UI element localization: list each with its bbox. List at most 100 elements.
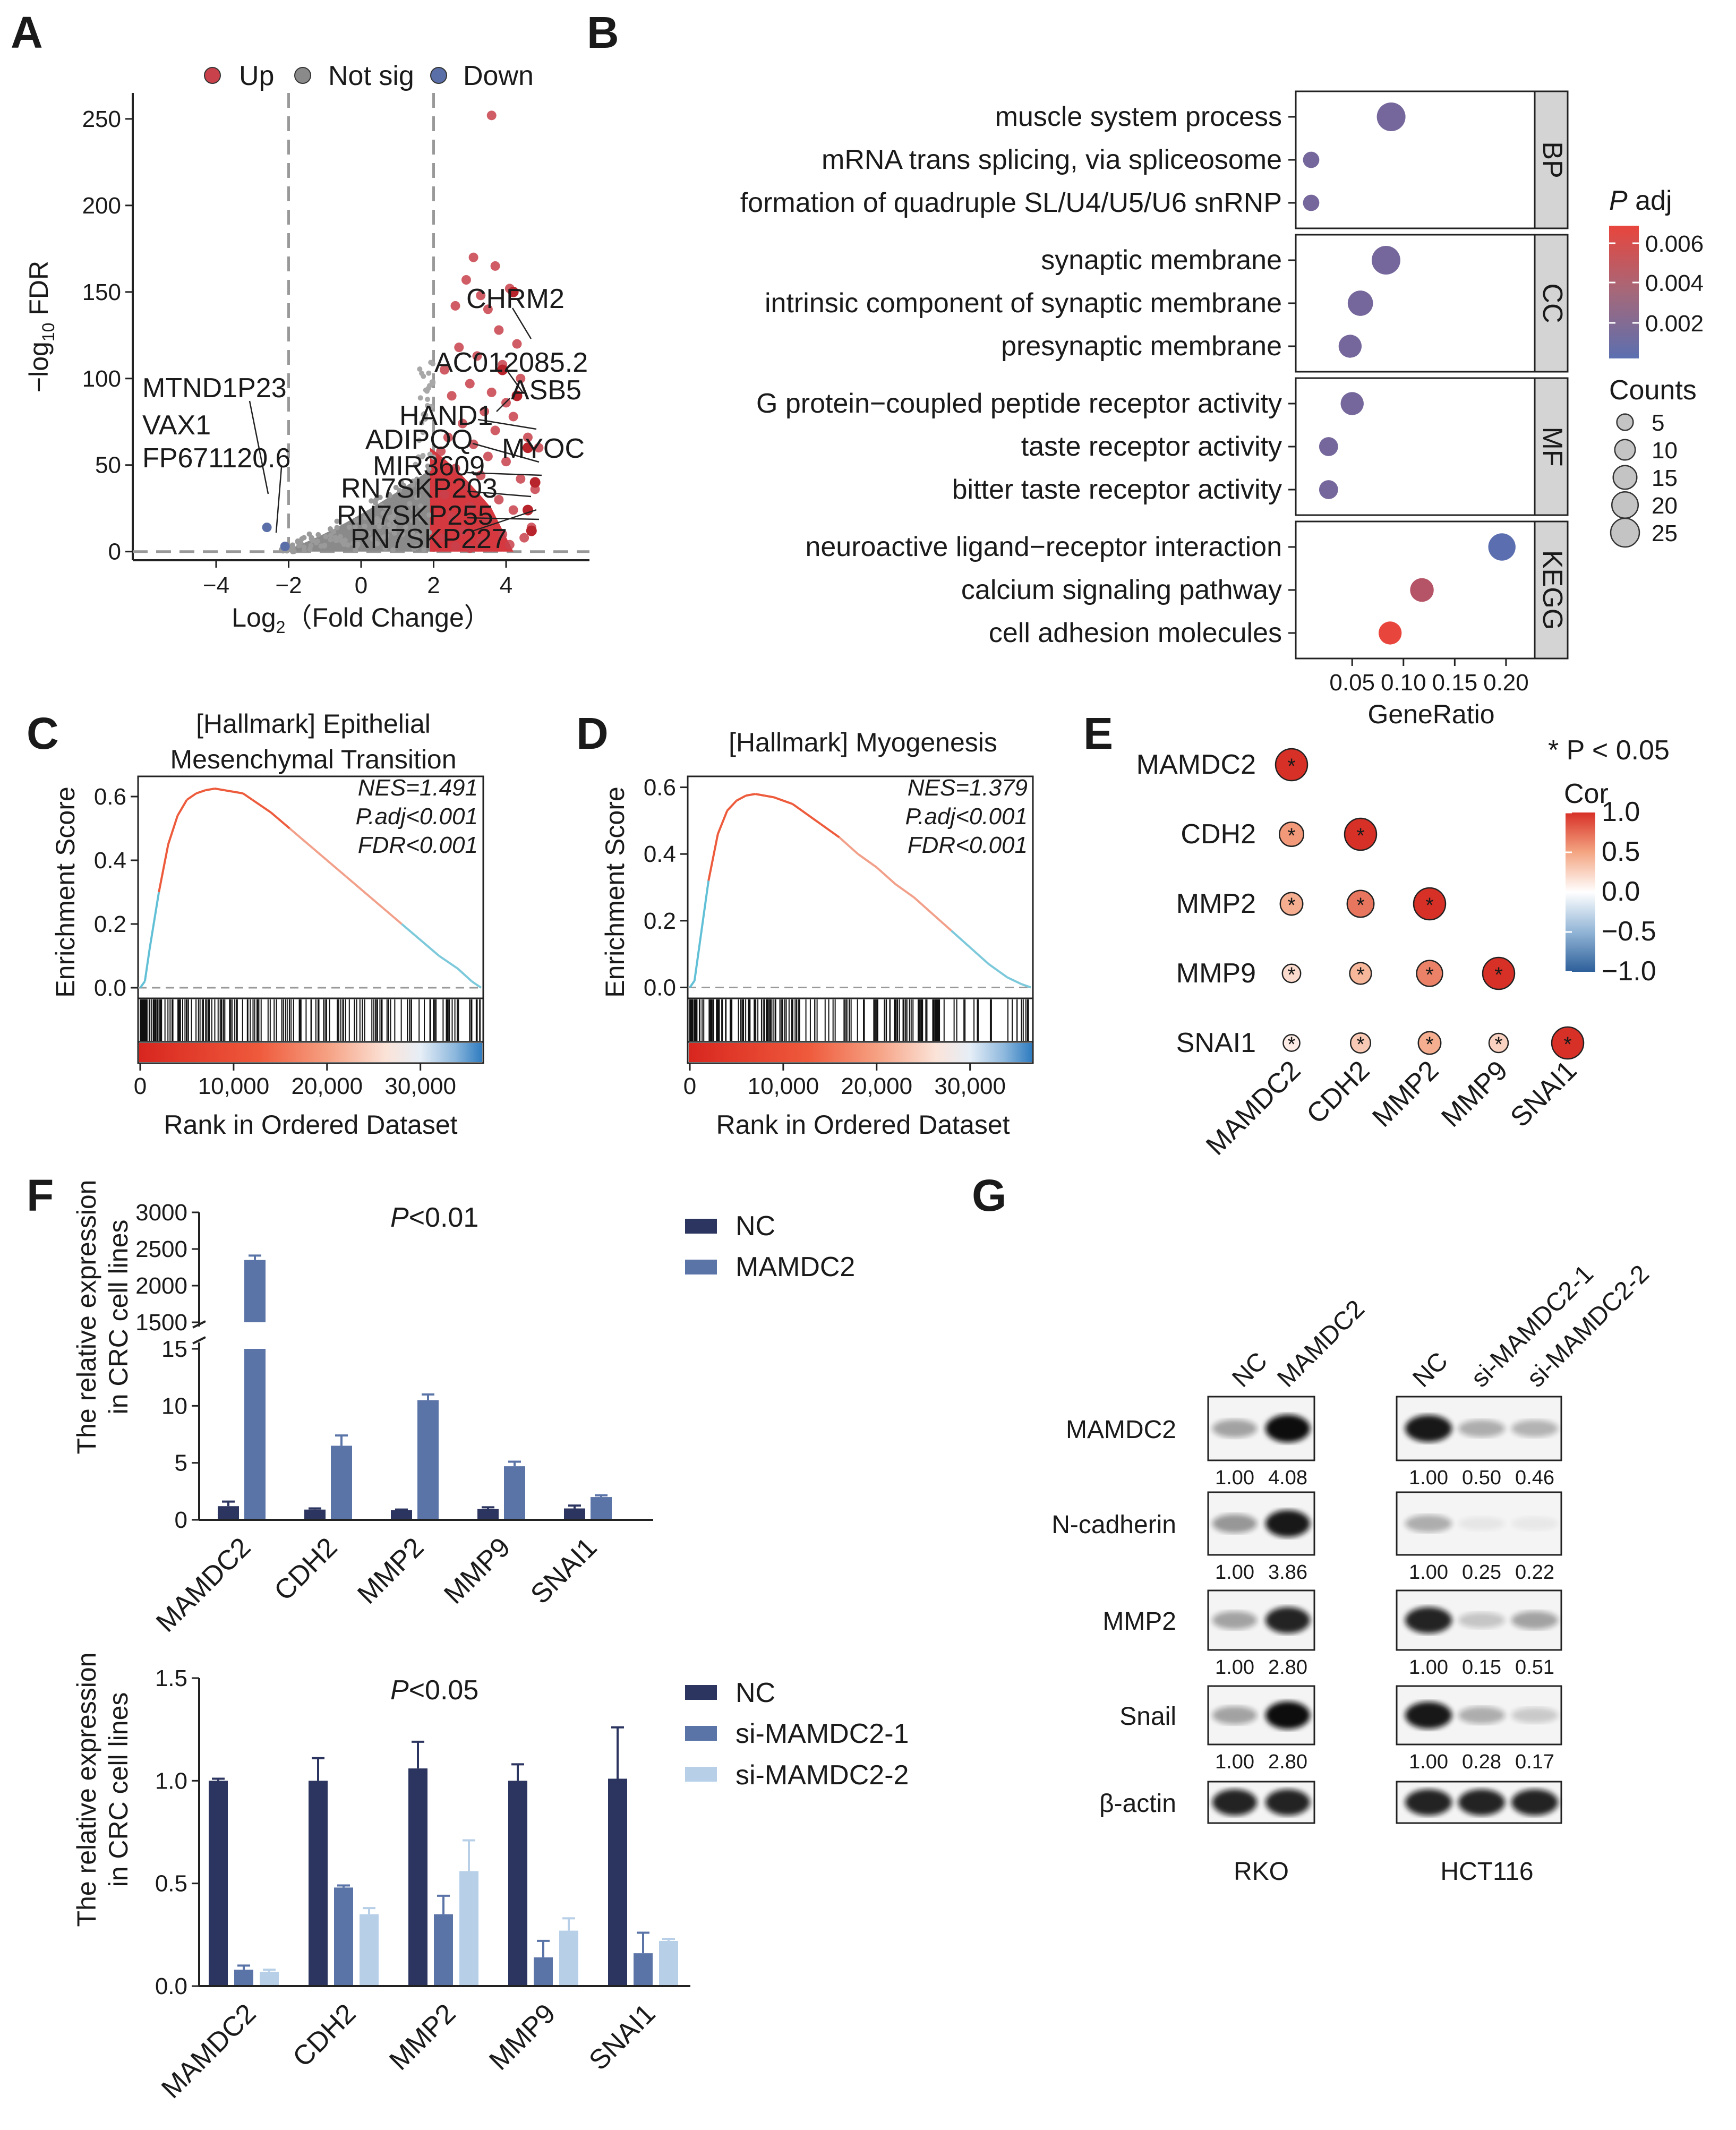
- facet-strip-mf: [1534, 377, 1569, 516]
- gsea-curve-segment: [326, 859, 347, 877]
- notsig-point: [413, 512, 419, 518]
- cor-col-label: MMP2: [1366, 1055, 1444, 1133]
- term-label: muscle system process: [995, 101, 1282, 132]
- cor-sig-star: *: [1425, 894, 1434, 917]
- fbot-bar: [260, 1971, 279, 1986]
- gsea-curve-segment: [205, 788, 216, 791]
- notsig-point: [419, 371, 425, 377]
- legend-up-swatch: [204, 67, 221, 84]
- hct-band: [1511, 1611, 1558, 1629]
- labeled-up-point: [526, 525, 537, 536]
- term-label: G protein−coupled peptide receptor activ…: [756, 388, 1282, 419]
- gsea-curve-segment: [307, 843, 328, 861]
- notsig-point: [425, 463, 431, 469]
- gsea-emt-y-label: Enrichment Score: [50, 786, 80, 997]
- facet-frame-cc: [1295, 234, 1536, 373]
- volcano-points: [262, 110, 544, 553]
- gsea-curve-segment: [707, 834, 719, 881]
- ftop-bar-upper: [244, 1260, 266, 1322]
- gene-label-mir3609: MIR3609: [373, 451, 485, 482]
- cor-cell: [1278, 821, 1305, 848]
- gsea-curve-segment: [988, 963, 1008, 979]
- gsea-emt-rank-bar: [139, 1043, 482, 1062]
- gene-label-hand1: HAND1: [399, 400, 493, 431]
- rko-band: [1265, 1607, 1310, 1633]
- padj-tick-2: 0.002: [1645, 311, 1704, 337]
- hct-band: [1458, 1706, 1505, 1724]
- gsea-myo-nes: NES=1.379: [908, 775, 1028, 801]
- notsig-point: [411, 506, 416, 511]
- fbot-legend-si2-swatch: [685, 1767, 717, 1782]
- notsig-point: [426, 370, 432, 376]
- notsig-point: [379, 503, 384, 509]
- term-dot: [1488, 533, 1516, 561]
- notsig-point: [391, 525, 397, 531]
- panel-label-b: B: [587, 7, 619, 57]
- notsig-point: [331, 529, 337, 535]
- gsea-curve-segment: [951, 930, 971, 948]
- gsea-x-tick-label: 10,000: [748, 1073, 819, 1099]
- labeled-up-point: [511, 390, 523, 401]
- notsig-point: [411, 546, 417, 552]
- notsig-point: [346, 524, 352, 530]
- labeled-up-point: [508, 286, 519, 297]
- hct-lane-labels: NC si-MAMDC2-1 si-MAMDC2-2: [1407, 1260, 1655, 1393]
- gsea-y-tick-label: 0.6: [94, 784, 126, 810]
- gsea-x-tick-label: 20,000: [841, 1073, 912, 1099]
- down-point: [262, 523, 272, 533]
- gsea-emt-hits: [140, 999, 481, 1041]
- notsig-point: [298, 540, 304, 545]
- fbot-category-label: MMP9: [483, 1998, 561, 2076]
- rko-ratio: 2.80: [1268, 1751, 1307, 1773]
- gsea-x-tick-label: 0: [134, 1073, 147, 1099]
- fbot-bar: [659, 1940, 678, 1986]
- notsig-point: [362, 524, 367, 529]
- gsea-curve-segment: [746, 793, 756, 797]
- up-point: [480, 406, 490, 416]
- hct-band: [1405, 1415, 1452, 1442]
- notsig-point: [389, 517, 395, 523]
- notsig-point: [416, 438, 422, 443]
- notsig-point: [390, 547, 396, 553]
- hct-band: [1458, 1789, 1505, 1816]
- up-point: [494, 325, 504, 335]
- fbot-legend: NC si-MAMDC2-1 si-MAMDC2-2: [685, 1678, 909, 1791]
- ftop-bar: [591, 1497, 612, 1520]
- up-point: [447, 512, 457, 522]
- up-point: [436, 446, 446, 456]
- gsea-curve-segment: [457, 968, 473, 982]
- fbot-y-tick-label: 0.5: [155, 1871, 187, 1897]
- hct-ratio: 1.00: [1409, 1656, 1448, 1679]
- notsig-point: [334, 518, 340, 524]
- term-label: formation of quadruple SL/U4/U5/U6 snRNP: [740, 187, 1282, 218]
- ftop-bar: [391, 1510, 412, 1520]
- gsea-curve-segment: [215, 788, 225, 791]
- up-point: [486, 110, 497, 121]
- cor-cell: [1282, 1034, 1301, 1052]
- up-point: [508, 505, 518, 515]
- gsea-curve-segment: [289, 827, 309, 845]
- fbot-bars: [209, 1726, 678, 1986]
- gsea-y-tick-label: 0.0: [94, 975, 126, 1001]
- gsea-curve-segment: [764, 794, 774, 799]
- gsea-x-tick-label: 30,000: [384, 1073, 456, 1099]
- gsea-curve-segment: [773, 796, 784, 802]
- ftop-bar: [477, 1509, 499, 1520]
- notsig-point: [424, 388, 430, 394]
- ftop-y-tick-label: 10: [161, 1393, 187, 1419]
- panel-label-d: D: [576, 708, 609, 758]
- gsea-curve-segment: [894, 883, 915, 899]
- western-blot-panel: NC MAMDC2 NC si-MAMDC2-1 si-MAMDC2-2 MAM…: [1051, 1260, 1655, 1886]
- notsig-point: [289, 542, 295, 548]
- labeled-up-point: [497, 364, 508, 375]
- fbot-category-label: SNAI1: [583, 1998, 661, 2076]
- rko-ratio: 1.00: [1215, 1561, 1254, 1584]
- down-point: [280, 541, 290, 551]
- ftop-bar: [218, 1506, 239, 1520]
- rko-ratio: 2.80: [1268, 1656, 1307, 1679]
- term-label: presynaptic membrane: [1001, 331, 1282, 362]
- ftop-legend-mamdc2: MAMDC2: [736, 1252, 855, 1282]
- notsig-point: [414, 476, 420, 482]
- cor-sig-note: * P < 0.05: [1548, 735, 1670, 766]
- gsea-emt-title-2: Mesenchymal Transition: [170, 745, 456, 774]
